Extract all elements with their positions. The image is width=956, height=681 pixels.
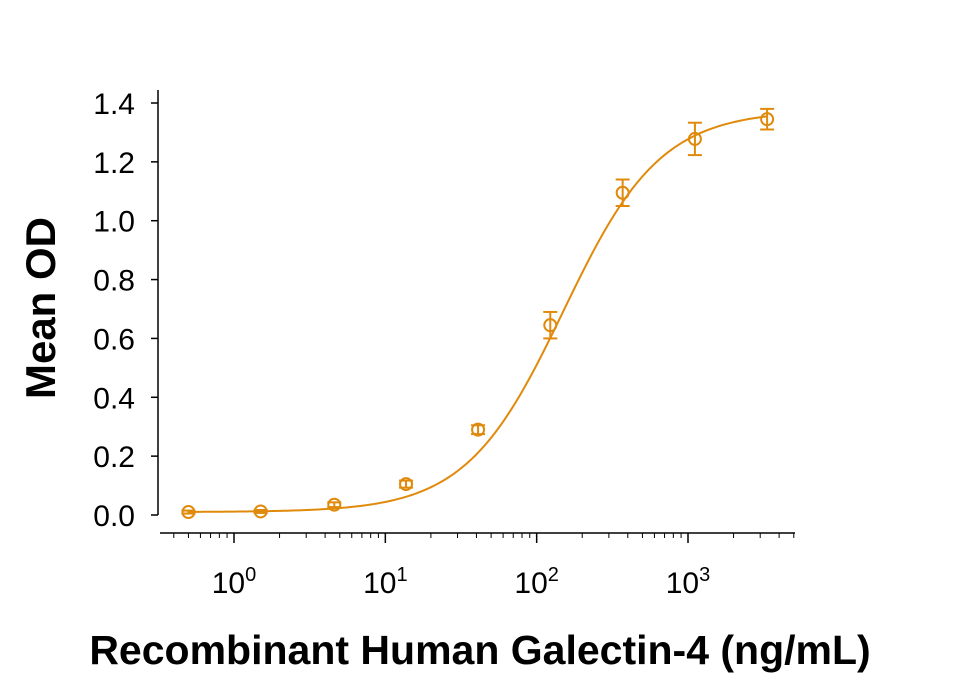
y-tick-label: 0.2 [93, 441, 135, 474]
x-axis-title: Recombinant Human Galectin-4 (ng/mL) [89, 627, 870, 673]
data-point [253, 504, 268, 519]
x-tick-label: 100 [212, 564, 257, 600]
point-marker [181, 505, 196, 520]
point-marker [687, 131, 702, 146]
data-point [615, 178, 630, 207]
point-marker [615, 185, 630, 200]
point-marker [399, 477, 414, 492]
fit-curve-layer [188, 115, 768, 513]
x-tick-label: 101 [363, 564, 408, 600]
y-axis-title: Mean OD [17, 217, 64, 399]
point-marker [471, 422, 486, 437]
data-point [760, 107, 775, 131]
data-point [181, 505, 196, 520]
y-tick-label: 0.6 [93, 323, 135, 356]
y-tick-label: 0.8 [93, 265, 135, 298]
point-marker [760, 112, 775, 127]
x-tick-label: 102 [514, 564, 559, 600]
point-marker [543, 318, 558, 333]
point-marker [253, 504, 268, 519]
data-points-layer [181, 107, 775, 520]
data-point [687, 121, 702, 157]
y-tick-label: 1.2 [93, 147, 135, 180]
fit-curve [188, 115, 768, 513]
y-tick-label: 0.4 [93, 382, 135, 415]
data-point [471, 422, 486, 437]
data-point [399, 477, 414, 492]
y-axis: 0.0 0.2 0.4 0.6 0.8 1.0 1.2 1.4 [93, 88, 159, 533]
x-axis: 100 101 102 103 [160, 532, 795, 600]
y-tick-label: 0.0 [93, 500, 135, 533]
data-point [327, 497, 342, 512]
data-point [543, 310, 558, 340]
x-tick-label: 103 [666, 564, 711, 600]
point-marker [327, 497, 342, 512]
y-tick-label: 1.4 [93, 88, 135, 121]
y-tick-label: 1.0 [93, 206, 135, 239]
